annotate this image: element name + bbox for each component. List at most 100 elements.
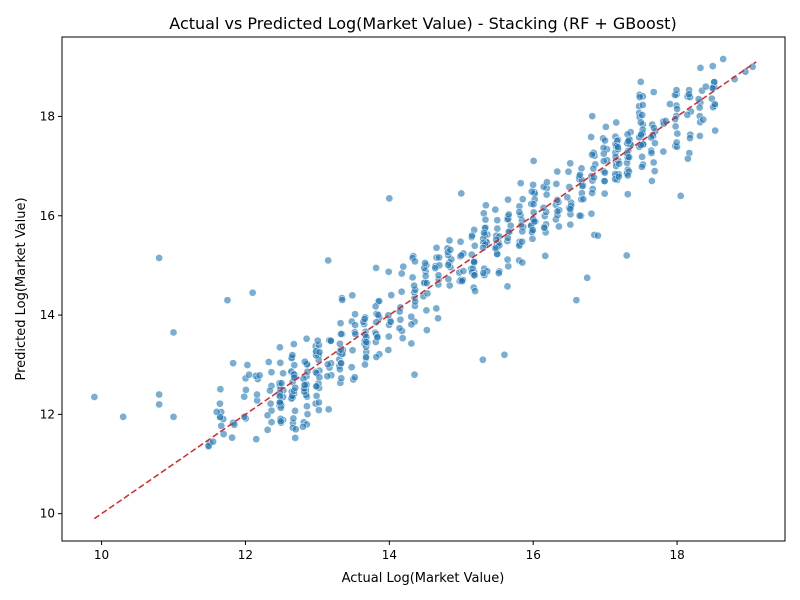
scatter-point xyxy=(371,302,380,311)
x-tick-label: 10 xyxy=(94,548,109,562)
scatter-point xyxy=(492,235,501,244)
scatter-point xyxy=(636,78,645,86)
scatter-point xyxy=(518,195,527,204)
scatter-point xyxy=(575,211,584,220)
scatter-point xyxy=(351,321,359,329)
plot-frame xyxy=(61,36,786,542)
scatter-point xyxy=(516,179,525,188)
x-tick-label: 16 xyxy=(526,548,541,562)
scatter-point xyxy=(155,254,163,262)
scatter-point xyxy=(553,167,562,176)
scatter-point xyxy=(650,167,659,175)
scatter-point xyxy=(267,368,276,377)
scatter-point xyxy=(323,360,332,369)
scatter-point xyxy=(719,55,728,63)
scatter-point xyxy=(291,407,299,415)
scatter-point xyxy=(602,123,610,131)
scatter-point xyxy=(315,398,323,407)
scatter-point xyxy=(711,126,719,135)
scatter-point xyxy=(479,355,487,364)
scatter-point xyxy=(479,209,488,218)
scatter-point xyxy=(399,262,408,271)
scatter-point xyxy=(529,226,537,234)
scatter-point xyxy=(623,190,632,199)
scatter-point xyxy=(650,124,658,132)
scatter-point xyxy=(540,224,549,232)
scatter-point xyxy=(264,358,273,366)
scatter-point xyxy=(396,315,405,324)
scatter-point xyxy=(529,157,538,165)
scatter-point xyxy=(397,269,406,278)
scatter-point xyxy=(659,147,668,156)
scatter-point xyxy=(373,333,382,342)
scatter-point xyxy=(685,90,693,99)
scatter-point xyxy=(468,231,476,240)
scatter-point xyxy=(397,287,406,296)
scatter-point xyxy=(291,425,300,434)
scatter-point xyxy=(348,346,357,355)
scatter-point xyxy=(503,282,512,291)
scatter-point xyxy=(303,410,312,419)
scatter-point xyxy=(362,353,370,361)
scatter-point xyxy=(119,413,128,421)
scatter-point xyxy=(169,413,178,421)
scatter-point xyxy=(351,330,360,338)
scatter-point xyxy=(638,101,647,109)
scatter-point xyxy=(324,256,333,265)
scatter-point xyxy=(374,311,383,319)
scatter-point xyxy=(588,189,596,197)
y-tick-label: 12 xyxy=(40,407,55,421)
scatter-point xyxy=(434,314,442,323)
scatter-point xyxy=(699,115,708,124)
reference-line xyxy=(93,61,757,520)
scatter-point xyxy=(564,167,573,176)
y-tick-label: 10 xyxy=(40,507,55,521)
scatter-point xyxy=(601,168,609,177)
scatter-point xyxy=(422,279,431,287)
scatter-point xyxy=(479,243,487,252)
scatter-point xyxy=(240,392,249,401)
scatter-point xyxy=(624,171,632,180)
scatter-point xyxy=(312,392,321,400)
scatter-point xyxy=(625,153,633,162)
scatter-point xyxy=(529,200,538,209)
scatter-point xyxy=(279,369,287,378)
scatter-point xyxy=(577,164,586,173)
scatter-point xyxy=(708,84,717,92)
scatter-point xyxy=(500,350,509,359)
scatter-point xyxy=(456,237,465,246)
y-axis-ticks: 10 12 14 16 18 xyxy=(40,109,62,521)
scatter-point xyxy=(347,363,356,372)
scatter-point xyxy=(223,296,232,305)
scatter-point xyxy=(337,359,345,368)
scatter-point xyxy=(327,336,335,345)
scatter-point xyxy=(458,277,466,286)
scatter-point xyxy=(673,129,682,138)
scatter-point xyxy=(302,334,311,343)
scatter-point xyxy=(445,236,454,245)
scatter-point xyxy=(407,339,416,348)
scatter-point xyxy=(600,177,609,185)
scatter-point xyxy=(518,258,527,267)
scatter-point xyxy=(671,122,680,131)
scatter-point xyxy=(423,326,431,334)
scatter-point xyxy=(395,324,404,333)
scatter-point xyxy=(481,215,490,224)
scatter-point xyxy=(683,110,692,119)
scatter-point xyxy=(291,434,300,442)
scatter-point xyxy=(323,372,332,381)
scatter-point xyxy=(432,304,441,313)
scatter-point xyxy=(622,251,631,260)
scatter-point xyxy=(421,272,430,280)
scatter-point xyxy=(230,420,239,429)
scatter-point xyxy=(407,312,416,321)
scatter-point xyxy=(614,143,622,152)
scatter-point xyxy=(666,100,674,108)
scatter-point xyxy=(542,190,551,199)
scatter-point xyxy=(504,210,513,219)
scatter-point xyxy=(566,220,575,229)
scatter-point xyxy=(649,158,658,167)
scatter-point xyxy=(672,86,681,94)
